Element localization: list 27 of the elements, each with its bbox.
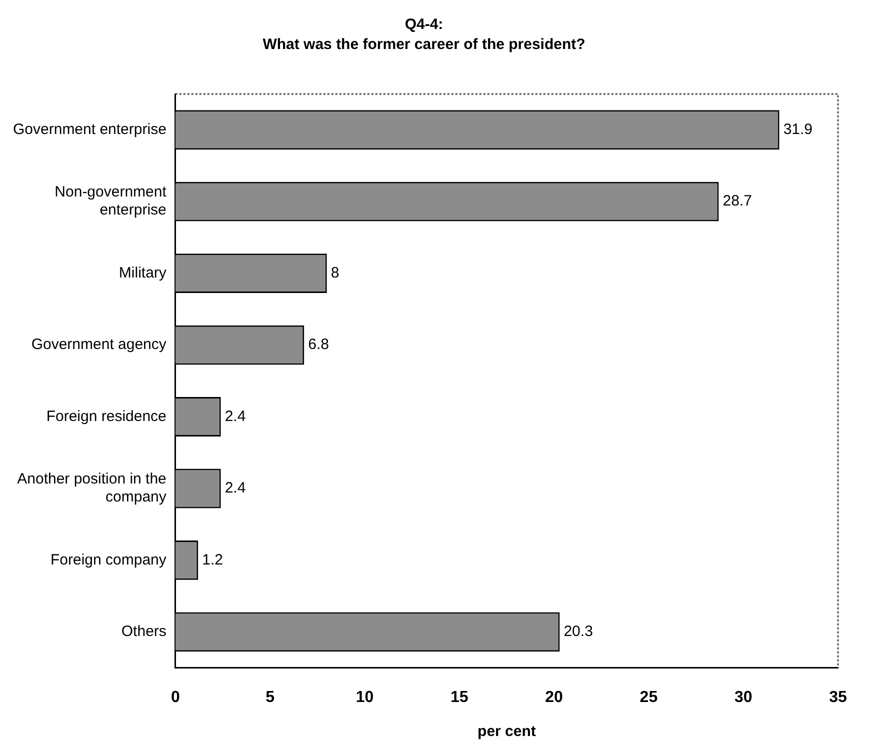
x-tick-label: 15 [450,688,468,706]
x-tick-label: 30 [734,688,752,706]
y-tick-label: Foreign company [50,551,167,568]
data-label: 2.4 [224,408,246,425]
y-tick-label: Government enterprise [13,121,166,138]
y-tick-label: Military [118,264,167,282]
data-label: 8 [330,264,340,282]
data-label: 31.9 [783,121,813,138]
x-tick-label: 20 [545,688,564,706]
data-label: 20.3 [564,623,593,640]
x-tick-label: 35 [829,688,847,706]
y-tick-label: Foreign residence [46,408,166,425]
chart-subtitle: What was the former career of the president? [262,36,586,54]
x-axis-title: per cent [478,723,536,740]
data-label: 6.8 [308,336,329,354]
y-tick-label: Non-government enterprise [54,184,168,219]
x-tick-label: 10 [356,688,374,706]
chart-title: Q4-4: [404,16,444,34]
x-tick-label: 0 [170,688,180,706]
data-label: 2.4 [224,480,246,497]
data-label: 28.7 [722,192,752,210]
x-tick-label: 5 [266,688,275,706]
data-label: 1.2 [202,551,223,568]
x-tick-label: 25 [640,688,658,706]
y-tick-label: Government agency [31,336,167,354]
y-tick-label: Others [121,623,166,640]
y-tick-label: Another position in the company [17,470,167,506]
